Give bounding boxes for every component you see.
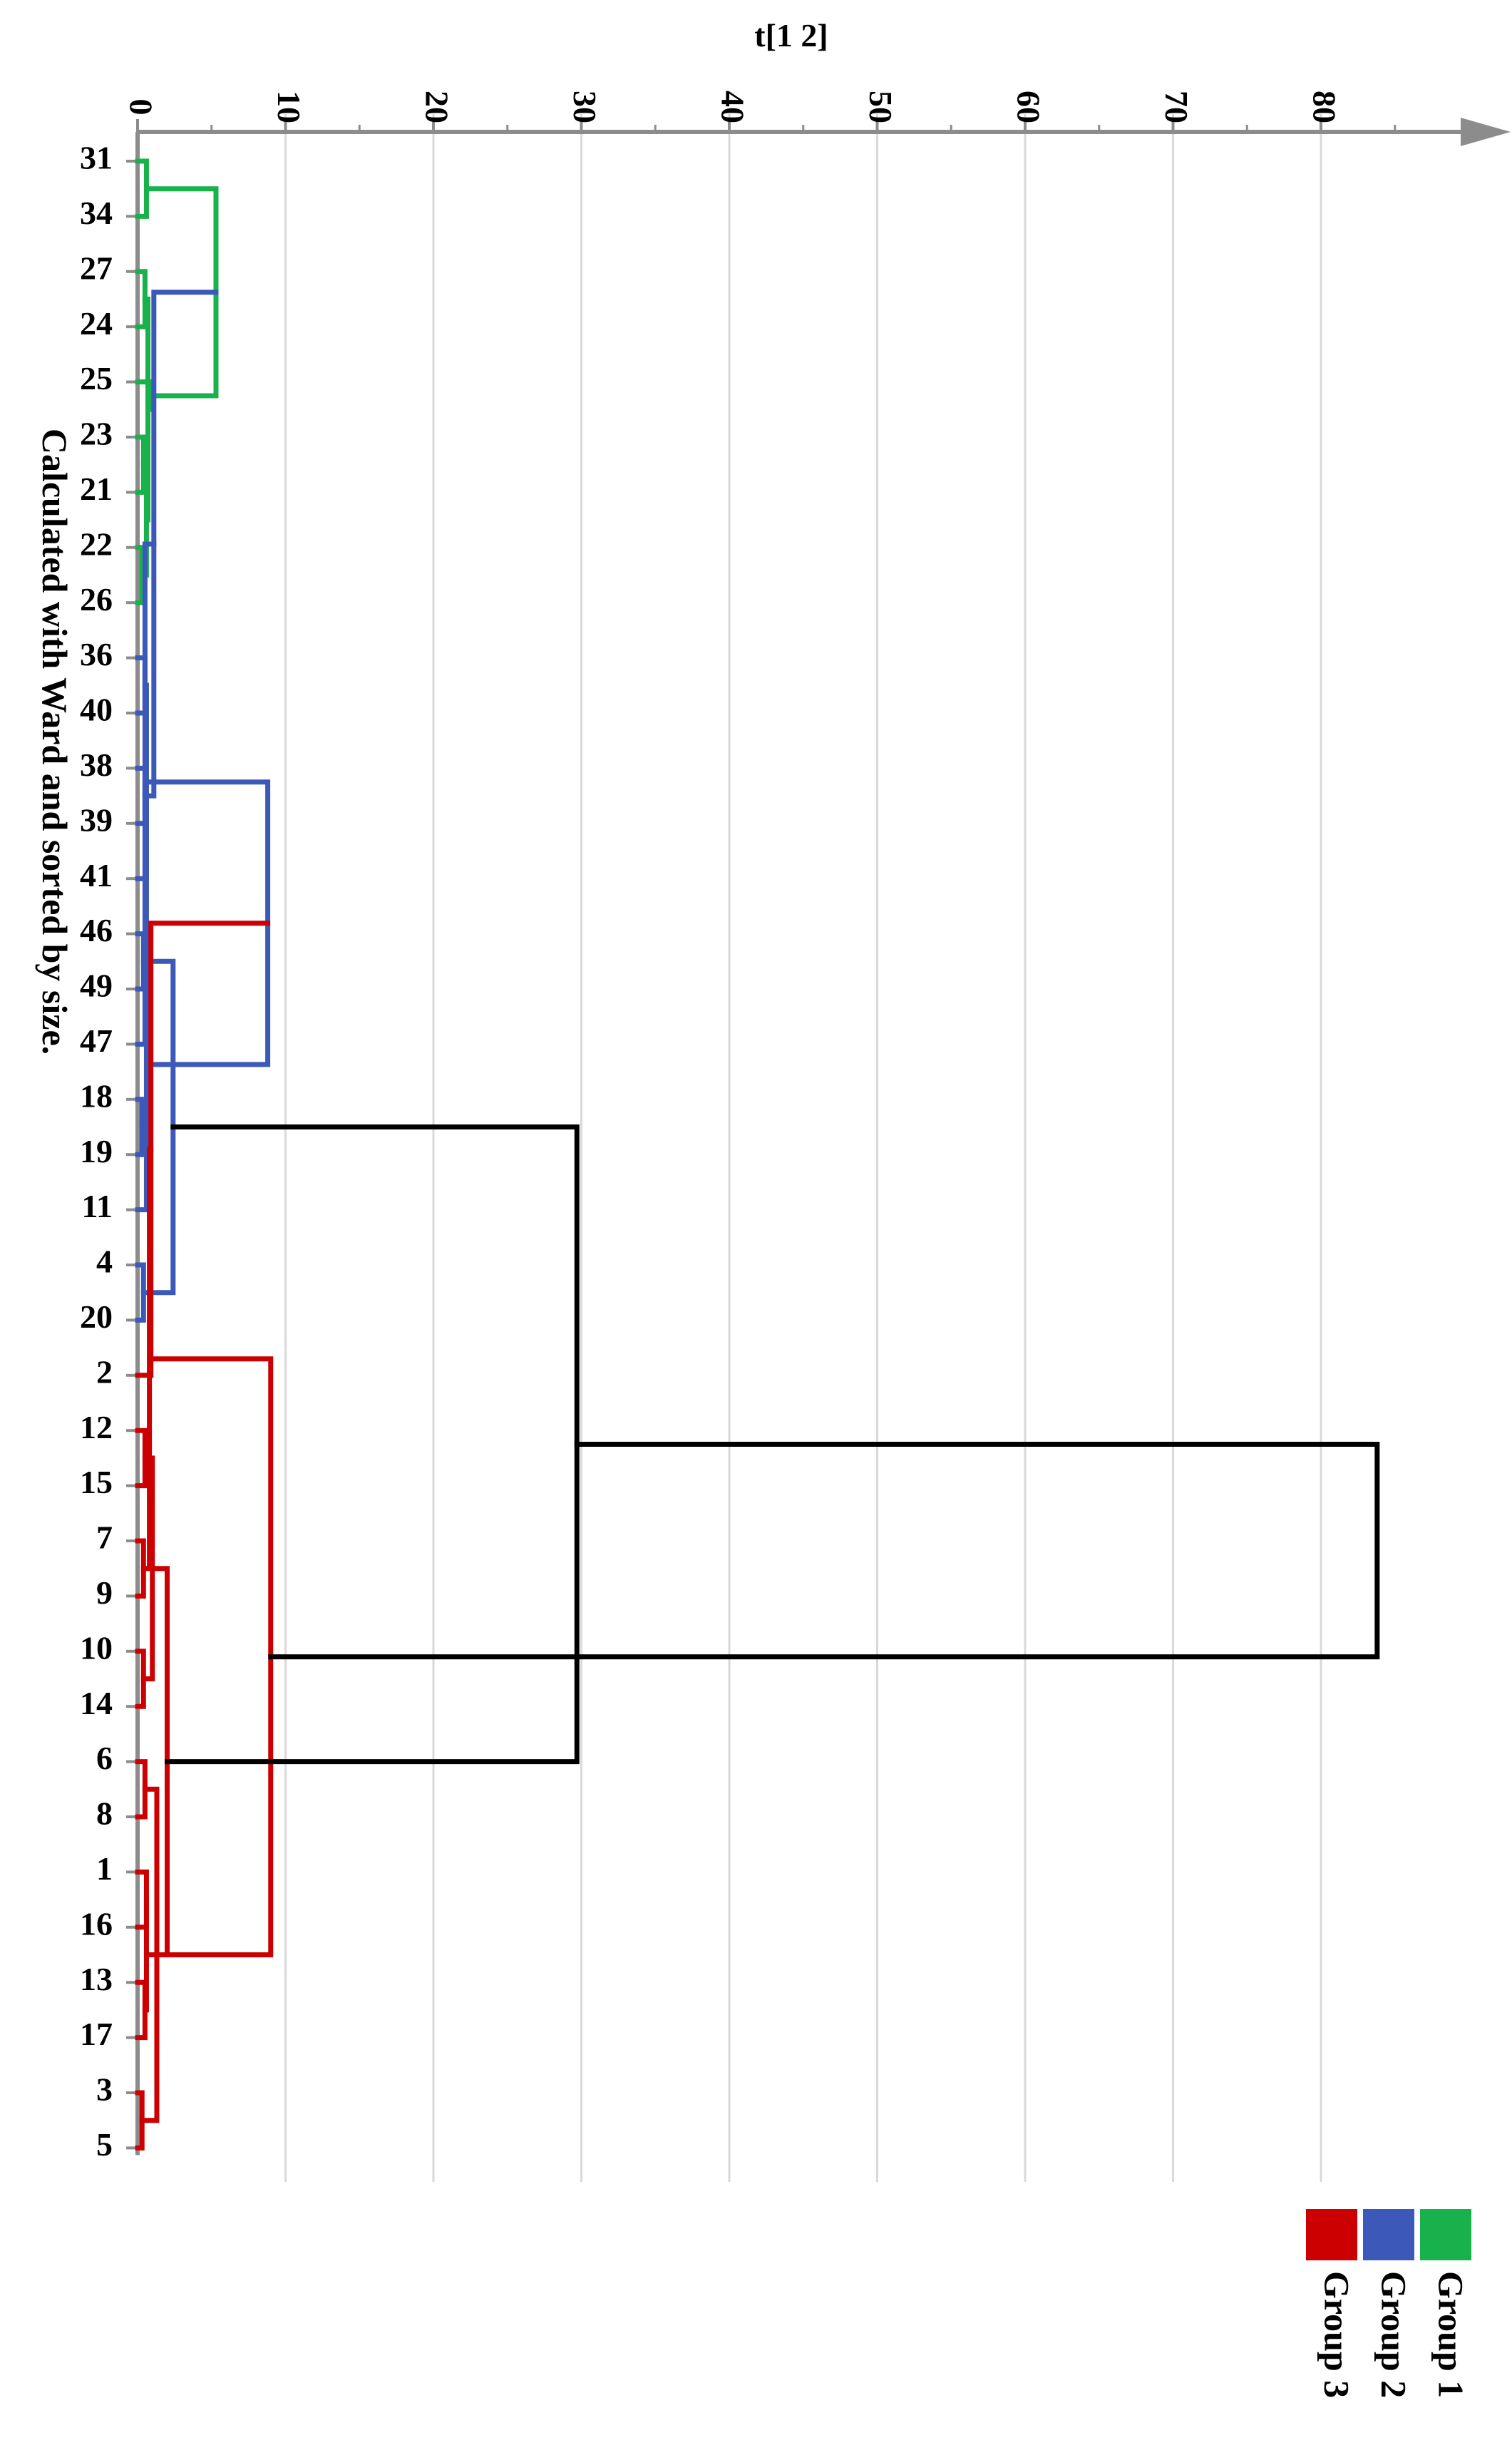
- leaf-label: 19: [80, 1133, 113, 1169]
- leaf-label: 46: [80, 912, 113, 948]
- leaf-labels: 3134272425232122263640383941464947181911…: [80, 140, 138, 2163]
- leaf-label: 39: [80, 801, 113, 838]
- leaf-label: 7: [96, 1519, 113, 1556]
- leaf-label: 22: [80, 526, 113, 562]
- leaf-label: 41: [80, 857, 113, 893]
- leaf-label: 18: [80, 1077, 113, 1114]
- dendrogram-branch: [165, 1124, 580, 1765]
- value-axis-ticks: 0 10 20 30 40 50 60 70 80: [123, 91, 1397, 132]
- leaf-label: 12: [80, 1409, 113, 1445]
- leaf-label: 17: [80, 2016, 113, 2052]
- legend-swatch: [1306, 2209, 1357, 2260]
- value-axis: [138, 118, 1511, 146]
- leaf-label: 4: [96, 1244, 113, 1280]
- leaf-label: 10: [80, 1629, 113, 1666]
- tick-label: 50: [863, 91, 899, 123]
- leaf-label: 2: [96, 1353, 113, 1390]
- tick-label: 30: [567, 91, 603, 123]
- leaf-label: 11: [82, 1188, 113, 1224]
- leaf-label: 27: [80, 250, 113, 286]
- leaf-label: 26: [80, 581, 113, 617]
- leaf-label: 9: [96, 1574, 113, 1611]
- dendrogram-branch: [135, 921, 271, 1378]
- leaf-label: 6: [96, 1740, 113, 1776]
- leaf-label: 38: [80, 747, 113, 783]
- value-axis-arrow: [1461, 118, 1511, 146]
- value-axis-title: t[1 2]: [754, 17, 828, 53]
- legend: Group 1 Group 2 Group 3: [1306, 2209, 1471, 2398]
- leaf-label: 25: [80, 360, 113, 396]
- leaf-label: 24: [80, 305, 113, 342]
- leaf-label: 16: [80, 1905, 113, 1942]
- legend-label: Group 3: [1317, 2271, 1357, 2398]
- leaf-label: 40: [80, 692, 113, 728]
- legend-swatch: [1420, 2209, 1471, 2260]
- leaf-label: 8: [96, 1795, 113, 1832]
- leaf-label: 49: [80, 968, 113, 1004]
- leaf-label: 36: [80, 636, 113, 672]
- grid-lines: [284, 114, 1322, 2182]
- leaf-label: 5: [96, 2126, 113, 2163]
- legend-label: Group 2: [1374, 2271, 1414, 2398]
- legend-swatch: [1363, 2209, 1414, 2260]
- method-note: Calculated with Ward and sorted by size.: [35, 429, 75, 1055]
- dendrogram-branches: [135, 158, 1380, 2151]
- dendrogram-branch: [268, 1442, 1380, 1660]
- leaf-label: 13: [80, 1961, 113, 1997]
- leaf-label: 23: [80, 416, 113, 452]
- leaf-label: 20: [80, 1298, 113, 1335]
- leaf-label: 3: [96, 2071, 113, 2108]
- tick-label: 60: [1010, 91, 1046, 123]
- leaf-label: 34: [80, 195, 113, 231]
- tick-label: 40: [714, 91, 751, 123]
- tick-label: 20: [418, 91, 455, 123]
- leaf-label: 47: [80, 1023, 113, 1059]
- tick-label: 80: [1306, 91, 1342, 123]
- leaf-label: 15: [80, 1464, 113, 1500]
- leaf-label: 14: [80, 1685, 113, 1721]
- leaf-label: 31: [80, 140, 113, 176]
- tick-label: 70: [1158, 91, 1195, 123]
- leaf-label: 1: [96, 1850, 113, 1887]
- tick-label: 10: [271, 91, 307, 123]
- legend-label: Group 1: [1431, 2271, 1471, 2398]
- leaf-label: 21: [80, 471, 113, 507]
- dendrogram-branch: [142, 1897, 149, 2013]
- tick-label: 0: [123, 99, 159, 116]
